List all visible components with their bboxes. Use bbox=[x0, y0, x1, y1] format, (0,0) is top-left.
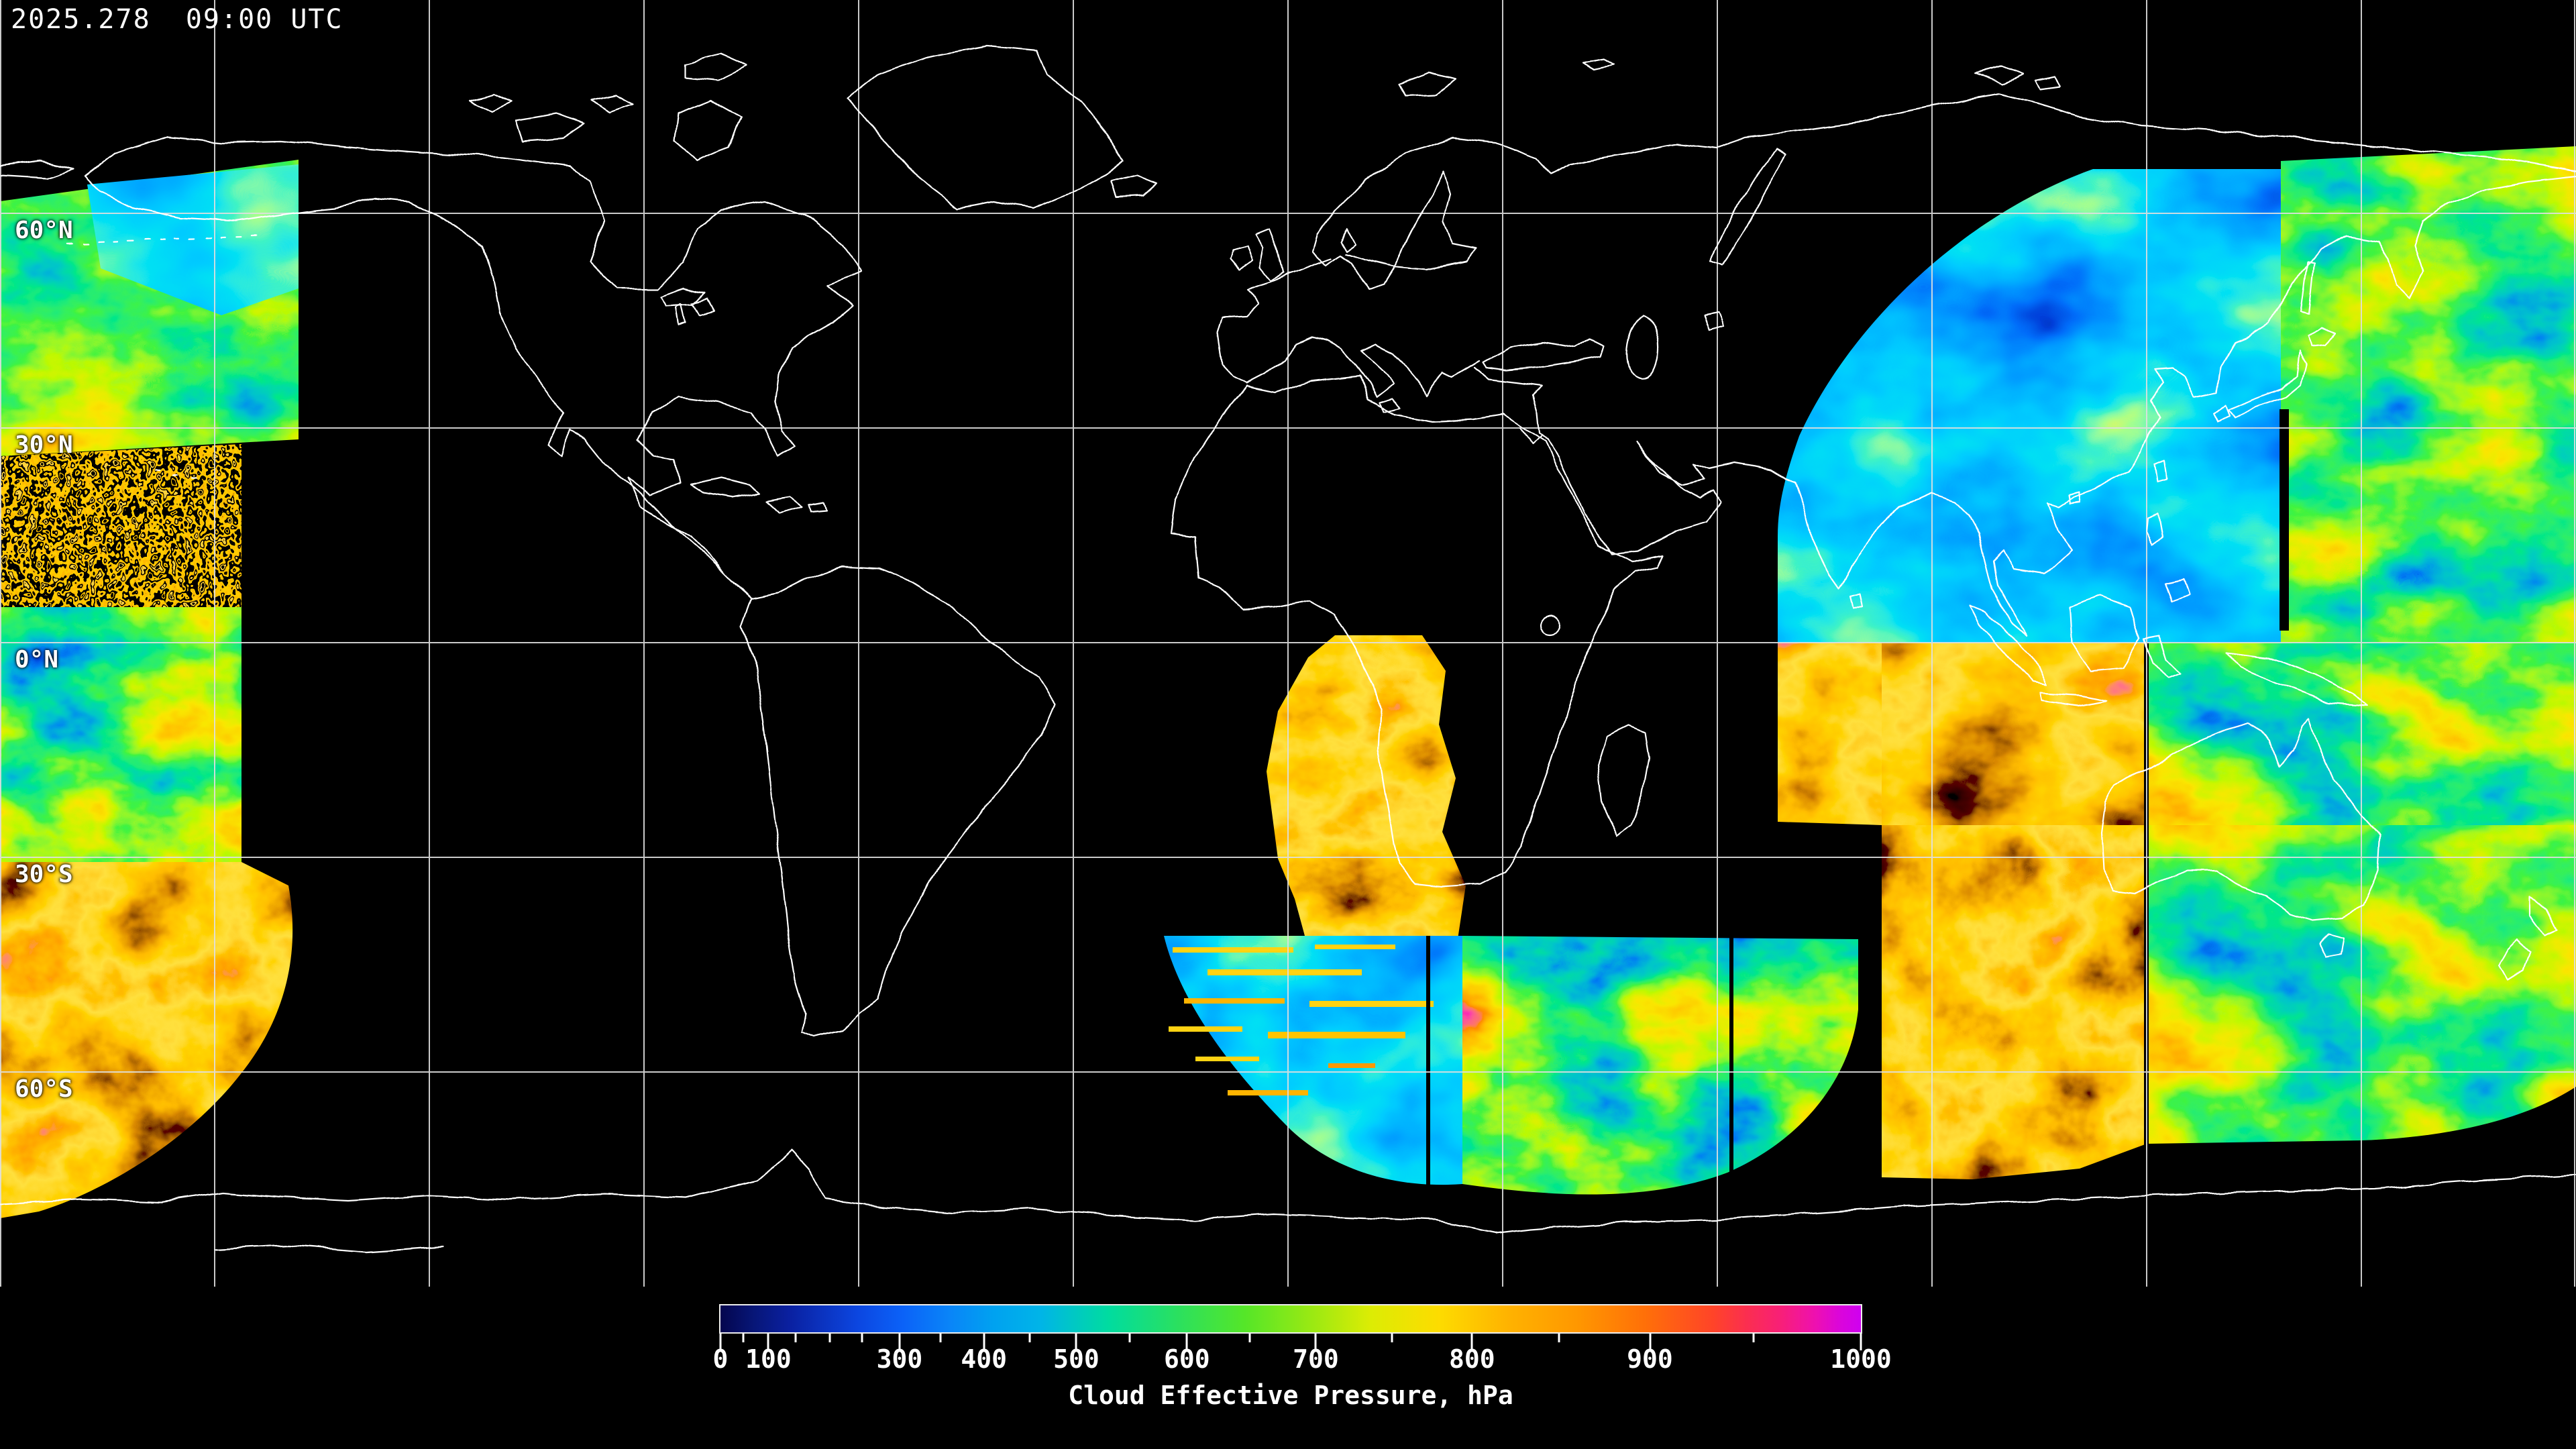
colorbar-major-tick bbox=[719, 1334, 722, 1350]
swath-atlantic-blue bbox=[1164, 936, 1462, 1185]
colorbar-minor-tick bbox=[1028, 1334, 1031, 1342]
colorbar-major-tick bbox=[1860, 1334, 1862, 1350]
colorbar-tick-label: 300 bbox=[876, 1344, 923, 1374]
colorbar-major-tick bbox=[767, 1334, 769, 1350]
colorbar-minor-tick bbox=[1752, 1334, 1755, 1342]
colorbar-tick-label: 900 bbox=[1627, 1344, 1673, 1374]
swath-wpacific-top bbox=[2281, 146, 2576, 643]
timestamp: 2025.278 09:00 UTC bbox=[11, 4, 343, 35]
colorbar-minor-tick bbox=[1128, 1334, 1131, 1342]
colorbar-title: Cloud Effective Pressure, hPa bbox=[1068, 1381, 1513, 1410]
graticule bbox=[0, 0, 2576, 1287]
colorbar-major-tick bbox=[1185, 1334, 1188, 1350]
swath-pacific-blue-core bbox=[87, 164, 299, 315]
latitude-label-0n: 0°N bbox=[15, 646, 59, 674]
colorbar-minor-tick bbox=[1558, 1334, 1560, 1342]
colorbar-minor-tick bbox=[1391, 1334, 1393, 1342]
colorbar-tick-label: 0 bbox=[712, 1344, 729, 1374]
colorbar-tick-label: 500 bbox=[1053, 1344, 1099, 1374]
swath-africa-patch bbox=[1267, 635, 1466, 1006]
data-swath-layer bbox=[0, 146, 2576, 1218]
colorbar-minor-tick bbox=[861, 1334, 863, 1342]
colorbar-major-tick bbox=[1470, 1334, 1473, 1350]
coastlines bbox=[0, 44, 2576, 1253]
colorbar-minor-tick bbox=[742, 1334, 745, 1342]
colorbar-minor-tick bbox=[1248, 1334, 1251, 1342]
swath-asia-blue bbox=[1778, 169, 2281, 643]
data-streak-artifacts bbox=[1169, 945, 1434, 1095]
colorbar-major-tick bbox=[1075, 1334, 1077, 1350]
colorbar-major-tick bbox=[898, 1334, 901, 1350]
colorbar-tick-label: 100 bbox=[745, 1344, 792, 1374]
colorbar-gradient bbox=[719, 1304, 1862, 1334]
swath-indian-warm2 bbox=[1778, 643, 1882, 825]
colorbar-major-tick bbox=[1314, 1334, 1317, 1350]
swath-pacific-speckle bbox=[0, 444, 241, 607]
colorbar-major-tick bbox=[1649, 1334, 1651, 1350]
latitude-label-60n: 60°N bbox=[15, 217, 73, 244]
colorbar-tick-label: 800 bbox=[1448, 1344, 1495, 1374]
swath-pacific-mid bbox=[0, 607, 241, 862]
colorbar-tick-label: 600 bbox=[1163, 1344, 1210, 1374]
colorbar-tick-label: 700 bbox=[1293, 1344, 1339, 1374]
latitude-label-30n: 30°N bbox=[15, 431, 73, 459]
colorbar-tick-label: 1000 bbox=[1830, 1344, 1892, 1374]
colorbar-minor-tick bbox=[939, 1334, 942, 1342]
colorbar-tick-label: 400 bbox=[961, 1344, 1008, 1374]
colorbar-major-tick bbox=[983, 1334, 985, 1350]
swath-pacific-south bbox=[0, 862, 293, 1218]
colorbar-tick-labels: 0 100 300 400 500 600 700 800 900 1000 bbox=[713, 1344, 1892, 1374]
swath-south-indian bbox=[1882, 825, 2147, 1179]
colorbar-minor-tick bbox=[828, 1334, 831, 1342]
latitude-label-60s: 60°S bbox=[15, 1075, 73, 1103]
latitude-label-30s: 30°S bbox=[15, 861, 73, 888]
swath-atlantic-green bbox=[1462, 936, 1858, 1195]
colorbar-minor-tick bbox=[794, 1334, 797, 1342]
colorbar-ticks bbox=[719, 1334, 1862, 1354]
